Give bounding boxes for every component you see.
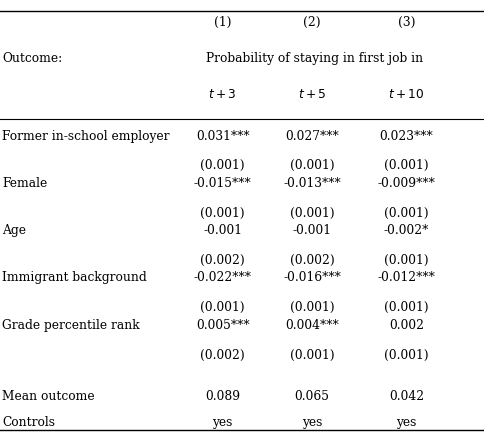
Text: (1): (1) [214, 16, 231, 29]
Text: 0.004***: 0.004*** [285, 319, 339, 332]
Text: -0.002*: -0.002* [384, 224, 429, 237]
Text: (0.001): (0.001) [384, 159, 429, 172]
Text: (0.002): (0.002) [200, 349, 245, 361]
Text: (0.001): (0.001) [290, 349, 334, 361]
Text: $t+10$: $t+10$ [388, 88, 425, 101]
Text: Controls: Controls [2, 417, 56, 429]
Text: -0.012***: -0.012*** [378, 272, 436, 284]
Text: Outcome:: Outcome: [2, 52, 62, 65]
Text: (0.001): (0.001) [290, 159, 334, 172]
Text: 0.042: 0.042 [389, 390, 424, 403]
Text: -0.016***: -0.016*** [283, 272, 341, 284]
Text: -0.001: -0.001 [293, 224, 332, 237]
Text: yes: yes [212, 417, 233, 429]
Text: Mean outcome: Mean outcome [2, 390, 95, 403]
Text: (2): (2) [303, 16, 321, 29]
Text: yes: yes [396, 417, 417, 429]
Text: (0.001): (0.001) [290, 207, 334, 219]
Text: Former in-school employer: Former in-school employer [2, 130, 170, 142]
Text: -0.009***: -0.009*** [378, 177, 436, 190]
Text: (0.001): (0.001) [200, 159, 245, 172]
Text: 0.089: 0.089 [205, 390, 240, 403]
Text: 0.023***: 0.023*** [379, 130, 434, 142]
Text: 0.065: 0.065 [295, 390, 330, 403]
Text: (0.001): (0.001) [290, 301, 334, 314]
Text: 0.027***: 0.027*** [285, 130, 339, 142]
Text: 0.031***: 0.031*** [196, 130, 249, 142]
Text: Probability of staying in first job in: Probability of staying in first job in [206, 52, 423, 65]
Text: $t+5$: $t+5$ [298, 88, 327, 101]
Text: -0.022***: -0.022*** [194, 272, 252, 284]
Text: -0.001: -0.001 [203, 224, 242, 237]
Text: 0.002: 0.002 [389, 319, 424, 332]
Text: (3): (3) [398, 16, 415, 29]
Text: (0.001): (0.001) [200, 301, 245, 314]
Text: 0.005***: 0.005*** [196, 319, 249, 332]
Text: (0.002): (0.002) [200, 254, 245, 267]
Text: Immigrant background: Immigrant background [2, 272, 147, 284]
Text: (0.001): (0.001) [200, 207, 245, 219]
Text: (0.001): (0.001) [384, 349, 429, 361]
Text: (0.001): (0.001) [384, 207, 429, 219]
Text: Age: Age [2, 224, 27, 237]
Text: Female: Female [2, 177, 47, 190]
Text: -0.013***: -0.013*** [283, 177, 341, 190]
Text: Grade percentile rank: Grade percentile rank [2, 319, 140, 332]
Text: yes: yes [302, 417, 322, 429]
Text: (0.001): (0.001) [384, 254, 429, 267]
Text: $t+3$: $t+3$ [208, 88, 237, 101]
Text: (0.002): (0.002) [290, 254, 334, 267]
Text: (0.001): (0.001) [384, 301, 429, 314]
Text: -0.015***: -0.015*** [194, 177, 252, 190]
